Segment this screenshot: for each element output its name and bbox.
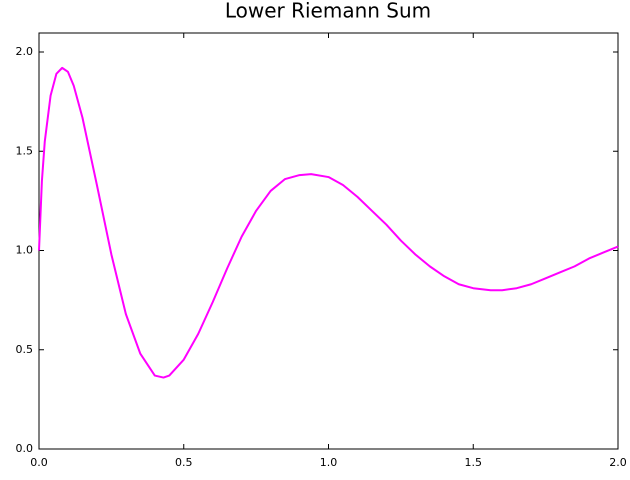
plot-frame [38,32,619,450]
line-series [38,66,619,379]
y-tick-label: 1.0 [16,244,34,257]
x-tick-label: 1.0 [320,456,338,469]
x-tick-label: 2.0 [609,456,627,469]
x-tick-label: 1.5 [465,456,483,469]
y-tick-label: 1.5 [16,144,34,157]
y-tick-label: 2.0 [16,45,34,58]
x-tick-label: 0.5 [175,456,193,469]
chart-title: Lower Riemann Sum [225,0,431,23]
y-tick-label: 0.0 [16,442,34,455]
x-tick-label: 0.0 [30,456,48,469]
y-tick-label: 0.5 [16,343,34,356]
